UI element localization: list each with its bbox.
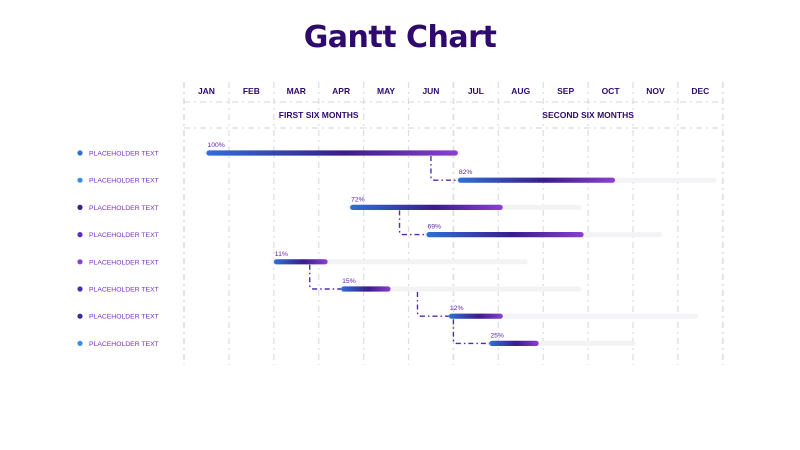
task-dot: [77, 232, 83, 238]
task-dot: [77, 286, 83, 292]
task-label: PLACEHOLDER TEXT: [89, 178, 159, 185]
task-dot: [77, 340, 83, 346]
task-bar: [448, 313, 503, 319]
month-label: SEP: [557, 86, 574, 96]
task-label: PLACEHOLDER TEXT: [89, 205, 159, 212]
period-label: SECOND SIX MONTHS: [542, 110, 634, 120]
task-label: PLACEHOLDER TEXT: [89, 259, 159, 266]
task-bar: [350, 204, 503, 210]
page-title: Gantt Chart: [303, 20, 497, 55]
month-label: NOV: [646, 86, 665, 96]
month-label: JUL: [468, 86, 484, 96]
task-percent: 100%: [207, 142, 224, 149]
month-label: DEC: [691, 86, 709, 96]
task-bar: [426, 232, 584, 238]
task-bar: [273, 259, 328, 265]
task-dot: [77, 204, 83, 210]
task-percent: 12%: [450, 305, 464, 312]
dependency-connector: [416, 292, 449, 317]
task-bar: [457, 177, 616, 183]
month-label: AUG: [511, 86, 530, 96]
month-label: FEB: [243, 86, 260, 96]
task-percent: 25%: [490, 332, 504, 339]
dependency-connector: [398, 210, 427, 236]
month-label: JAN: [198, 86, 215, 96]
dependency-connector: [430, 156, 458, 181]
month-label: JUN: [422, 86, 439, 96]
task-label: PLACEHOLDER TEXT: [89, 314, 159, 321]
task-bar: [206, 150, 458, 156]
task-label: PLACEHOLDER TEXT: [89, 151, 159, 158]
task-label: PLACEHOLDER TEXT: [89, 287, 159, 294]
month-label: APR: [332, 86, 350, 96]
dependency-connector: [452, 319, 490, 345]
task-percent: 15%: [342, 278, 356, 285]
task-dot: [77, 150, 83, 156]
task-percent: 72%: [351, 196, 365, 203]
task-bar: [489, 340, 539, 346]
task-percent: 69%: [427, 224, 441, 231]
task-label: PLACEHOLDER TEXT: [89, 232, 159, 239]
task-dot: [77, 313, 83, 319]
task-percent: 82%: [459, 169, 473, 176]
month-label: MAR: [287, 86, 306, 96]
month-label: MAY: [377, 86, 395, 96]
dependency-connector: [309, 264, 342, 290]
task-label: PLACEHOLDER TEXT: [89, 341, 159, 348]
task-bar: [341, 286, 391, 292]
task-dot: [77, 177, 83, 183]
task-dot: [77, 259, 83, 265]
month-label: OCT: [602, 86, 621, 96]
period-label: FIRST SIX MONTHS: [279, 110, 359, 120]
task-percent: 11%: [275, 251, 288, 258]
